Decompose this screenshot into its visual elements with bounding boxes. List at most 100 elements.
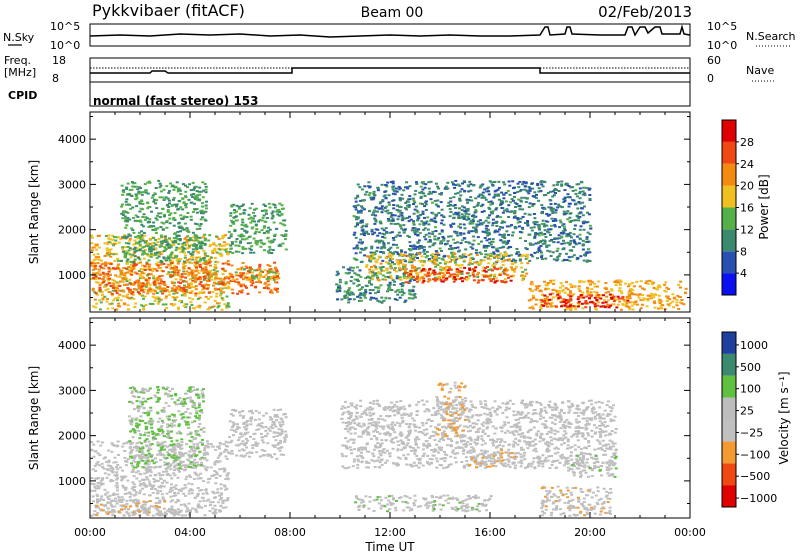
- scatter-cell: [239, 235, 243, 238]
- scatter-cell: [176, 208, 180, 211]
- scatter-cell: [170, 262, 174, 264]
- scatter-cell: [94, 264, 98, 267]
- scatter-cell: [372, 190, 376, 193]
- scatter-cell: [163, 284, 167, 286]
- scatter-cell: [646, 282, 650, 285]
- scatter-cell: [431, 255, 435, 258]
- scatter-cell: [99, 274, 103, 276]
- scatter-cell: [130, 271, 134, 274]
- scatter-cell: [476, 276, 480, 278]
- scatter-cell: [407, 248, 411, 251]
- scatter-cell: [487, 186, 491, 189]
- scatter-cell: [376, 210, 379, 213]
- scatter-cell: [511, 268, 515, 271]
- scatter-cell: [253, 220, 257, 223]
- scatter-cell: [458, 249, 462, 252]
- scatter-cell: [177, 187, 181, 190]
- scatter-cell: [605, 305, 609, 308]
- scatter-cell: [482, 269, 486, 272]
- scatter-cell: [201, 205, 205, 208]
- scatter-cell: [528, 189, 532, 192]
- scatter-cell: [182, 183, 185, 186]
- scatter-cell: [423, 269, 427, 272]
- scatter-cell: [114, 239, 118, 242]
- scatter-cell: [373, 252, 377, 255]
- scatter-cell: [134, 214, 138, 217]
- scatter-cell: [475, 249, 478, 252]
- scatter-cell: [382, 233, 386, 236]
- scatter-cell: [575, 195, 579, 198]
- scatter-cell: [423, 235, 426, 238]
- scatter-cell: [423, 195, 427, 197]
- scatter-cell: [440, 219, 444, 222]
- scatter-cell: [476, 201, 480, 204]
- scatter-cell: [90, 449, 94, 452]
- scatter-cell: [552, 279, 556, 282]
- scatter-cell: [638, 285, 642, 288]
- freq-left-tick-bottom: 8: [52, 72, 59, 85]
- scatter-cell: [631, 301, 635, 304]
- scatter-cell: [195, 269, 198, 272]
- scatter-cell: [267, 202, 271, 205]
- scatter-cell: [543, 181, 547, 184]
- scatter-cell: [168, 217, 172, 220]
- scatter-cell: [467, 230, 471, 233]
- scatter-cell: [263, 282, 267, 285]
- scatter-cell: [628, 308, 632, 311]
- scatter-cell: [128, 290, 132, 293]
- scatter-cell: [214, 244, 218, 247]
- scatter-cell: [129, 260, 133, 263]
- scatter-cell: [439, 278, 443, 281]
- scatter-cell: [171, 184, 175, 187]
- scatter-cell: [212, 243, 216, 246]
- scatter-cell: [211, 511, 215, 514]
- scatter-cell: [543, 303, 547, 306]
- scatter-cell: [555, 291, 559, 294]
- scatter-cell: [424, 183, 428, 186]
- scatter-cell: [226, 472, 230, 475]
- scatter-cell: [479, 205, 483, 208]
- scatter-cell: [169, 486, 173, 489]
- scatter-cell: [464, 255, 468, 258]
- scatter-cell: [408, 259, 412, 262]
- scatter-cell: [177, 260, 181, 263]
- scatter-cell: [431, 230, 435, 233]
- scatter-cell: [275, 270, 279, 273]
- scatter-cell: [214, 288, 218, 291]
- scatter-cell: [610, 289, 614, 292]
- scatter-cell: [551, 296, 555, 299]
- scatter-cell: [209, 260, 213, 263]
- scatter-cell: [474, 231, 478, 234]
- scatter-cell: [360, 188, 364, 191]
- scatter-cell: [576, 298, 580, 301]
- scatter-cell: [213, 257, 217, 259]
- scatter-cell: [489, 255, 493, 258]
- scatter-cell: [177, 189, 180, 192]
- scatter-cell: [407, 297, 411, 300]
- scatter-cell: [533, 233, 537, 236]
- scatter-cell: [463, 237, 467, 240]
- scatter-cell: [124, 242, 128, 245]
- scatter-cell: [434, 260, 438, 263]
- scatter-cell: [589, 283, 592, 286]
- scatter-cell: [265, 217, 269, 219]
- scatter-cell: [230, 264, 234, 267]
- scatter-cell: [574, 189, 578, 192]
- scatter-cell: [427, 257, 431, 260]
- scatter-cell: [209, 466, 213, 469]
- scatter-cell: [148, 181, 152, 184]
- scatter-cell: [195, 234, 199, 237]
- scatter-cell: [406, 204, 410, 207]
- scatter-cell: [577, 300, 581, 303]
- scatter-cell: [161, 270, 165, 273]
- scatter-cell: [435, 273, 439, 276]
- scatter-cell: [195, 211, 199, 214]
- scatter-cell: [142, 305, 146, 308]
- scatter-cell: [384, 210, 388, 213]
- scatter-cell: [194, 197, 197, 200]
- scatter-cell: [154, 227, 158, 230]
- scatter-cell: [545, 224, 549, 227]
- scatter-cell: [113, 456, 117, 459]
- scatter-cell: [219, 442, 223, 445]
- scatter-cell: [354, 236, 358, 239]
